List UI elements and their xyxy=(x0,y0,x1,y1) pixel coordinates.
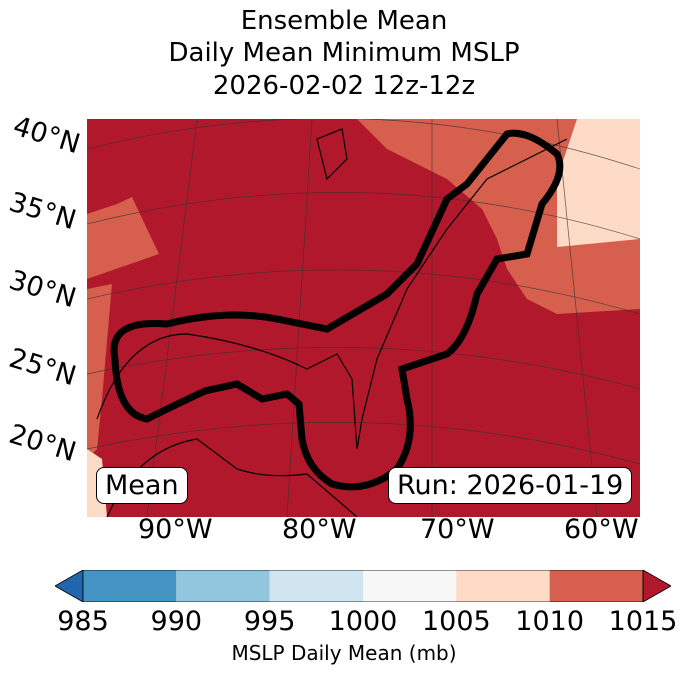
lon-label: 60°W xyxy=(564,514,639,545)
colorbar-tick-label: 1010 xyxy=(515,606,585,637)
colorbar-tick-label: 1015 xyxy=(608,606,678,637)
colorbar-segment xyxy=(363,570,457,602)
graticule xyxy=(87,119,640,517)
colorbar-tick-label: 1000 xyxy=(328,606,398,637)
colorbar-tick-label: 985 xyxy=(57,606,109,637)
title-line-1: Ensemble Mean xyxy=(240,6,448,36)
colorbar-label: MSLP Daily Mean (mb) xyxy=(231,641,457,665)
lat-label: 35°N xyxy=(5,186,80,237)
colorbar-tick-label: 990 xyxy=(150,606,203,637)
colorbar-segment xyxy=(269,570,363,602)
run-date-box: Run: 2026-01-19 xyxy=(388,467,633,504)
lat-label: 30°N xyxy=(5,264,80,315)
contour-line xyxy=(110,129,564,491)
lon-label: 80°W xyxy=(282,514,357,545)
colorbar-over-arrow xyxy=(642,570,671,602)
colorbar xyxy=(55,570,671,602)
lon-label: 90°W xyxy=(138,514,213,545)
title-line-2: Daily Mean Minimum MSLP xyxy=(168,38,520,68)
colorbar-segment xyxy=(549,570,643,602)
field-1005-northeast xyxy=(557,119,640,247)
lon-label: 70°W xyxy=(420,514,495,545)
title-line-3: 2026-02-02 12z-12z xyxy=(212,71,476,101)
lat-label: 20°N xyxy=(5,418,80,469)
colorbar-outline xyxy=(82,570,644,602)
lat-label: 40°N xyxy=(9,110,84,161)
mslp-map xyxy=(87,119,640,517)
lat-label: 25°N xyxy=(5,342,80,393)
colorbar-tick-label: 995 xyxy=(243,606,296,637)
colorbar-segment xyxy=(456,570,550,602)
colorbar-segment xyxy=(176,570,270,602)
colorbar-segment xyxy=(83,570,177,602)
colorbar-under-arrow xyxy=(55,570,84,602)
field-1010-west xyxy=(87,197,159,279)
colorbar-tick-label: 1005 xyxy=(421,606,491,637)
mean-label-box: Mean xyxy=(96,467,188,504)
